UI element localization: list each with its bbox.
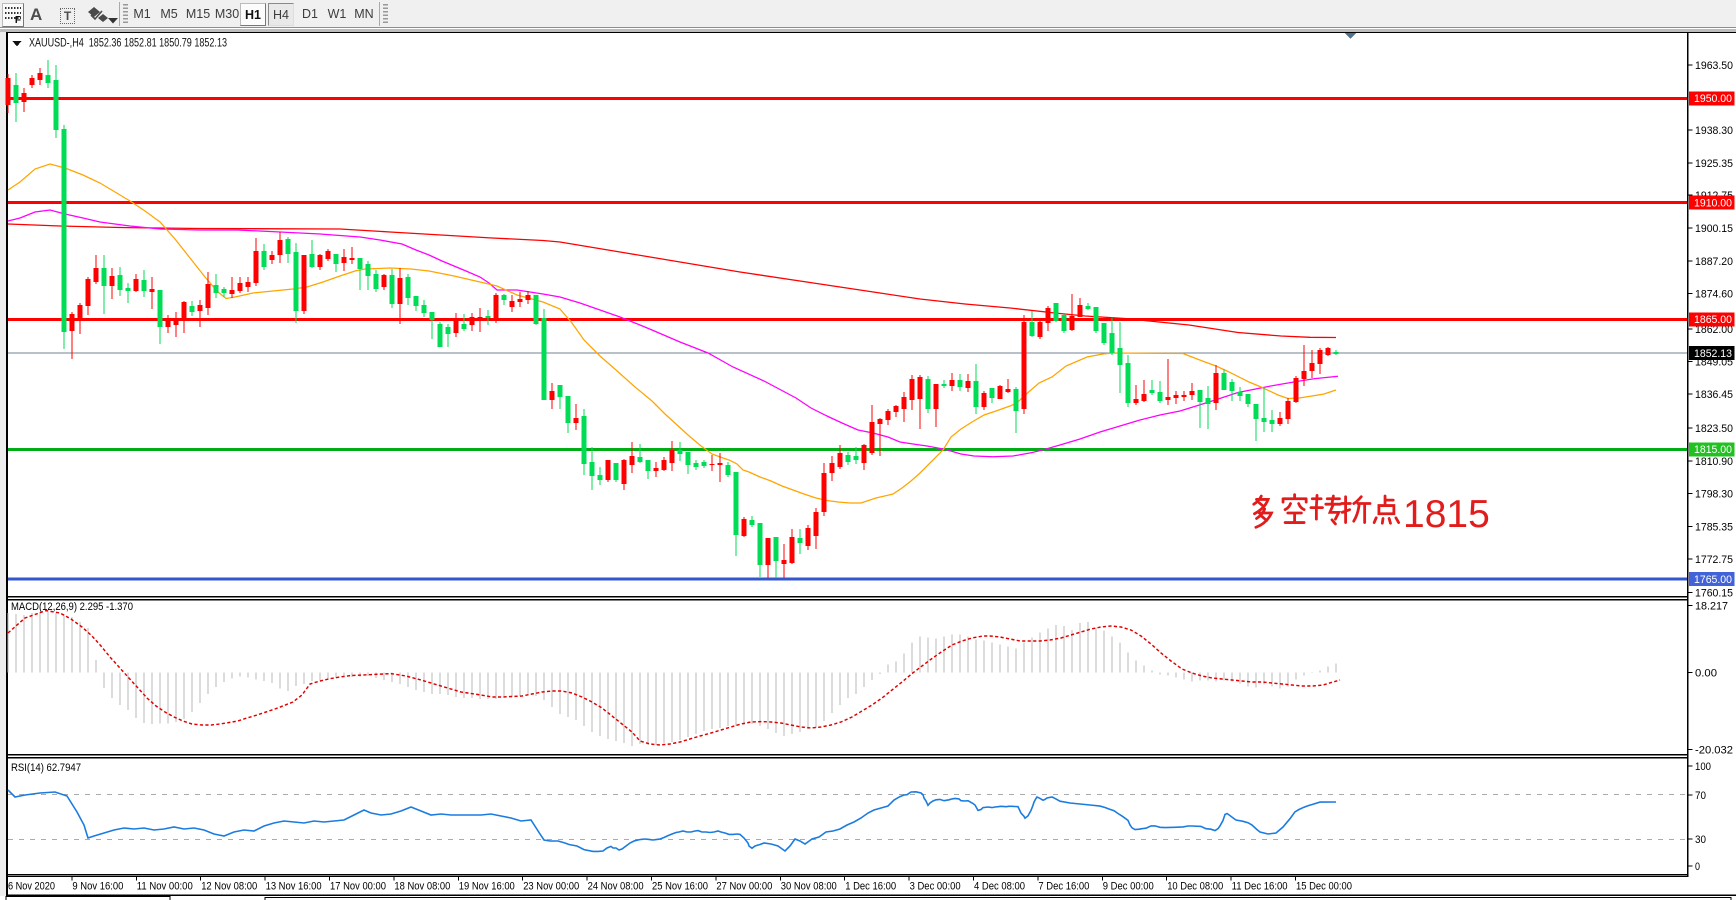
svg-text:1862.00: 1862.00: [1695, 324, 1733, 336]
svg-text:9 Nov 16:00: 9 Nov 16:00: [72, 881, 123, 893]
svg-text:11 Nov 00:00: 11 Nov 00:00: [137, 881, 193, 893]
svg-text:1785.35: 1785.35: [1695, 521, 1733, 533]
svg-text:1760.15: 1760.15: [1695, 587, 1733, 599]
svg-text:25 Nov 16:00: 25 Nov 16:00: [652, 881, 708, 893]
svg-text:70: 70: [1695, 790, 1706, 802]
svg-text:1938.30: 1938.30: [1695, 125, 1733, 137]
svg-text:1 Dec 16:00: 1 Dec 16:00: [845, 881, 896, 893]
svg-text:1823.50: 1823.50: [1695, 423, 1733, 435]
svg-text:19 Nov 16:00: 19 Nov 16:00: [459, 881, 515, 893]
svg-text:1810.90: 1810.90: [1695, 456, 1733, 468]
svg-text:12 Nov 08:00: 12 Nov 08:00: [201, 881, 257, 893]
svg-text:1887.20: 1887.20: [1695, 256, 1733, 268]
svg-text:1798.30: 1798.30: [1695, 488, 1733, 500]
svg-text:9 Dec 00:00: 9 Dec 00:00: [1103, 881, 1154, 893]
svg-text:RSI(14) 62.7947: RSI(14) 62.7947: [11, 762, 81, 774]
svg-text:24 Nov 08:00: 24 Nov 08:00: [588, 881, 644, 893]
svg-text:1874.60: 1874.60: [1695, 288, 1733, 300]
svg-text:-20.032: -20.032: [1695, 744, 1733, 756]
svg-text:4 Dec 08:00: 4 Dec 08:00: [974, 881, 1025, 893]
svg-text:1772.75: 1772.75: [1695, 554, 1733, 566]
svg-text:10 Dec 08:00: 10 Dec 08:00: [1167, 881, 1223, 893]
svg-text:3 Dec 00:00: 3 Dec 00:00: [910, 881, 961, 893]
svg-text:15 Dec 00:00: 15 Dec 00:00: [1296, 881, 1352, 893]
svg-text:18.217: 18.217: [1695, 600, 1728, 612]
svg-text:27 Nov 00:00: 27 Nov 00:00: [716, 881, 772, 893]
svg-text:1836.45: 1836.45: [1695, 389, 1733, 401]
svg-text:1963.50: 1963.50: [1695, 60, 1733, 72]
svg-text:XAUUSD-,H4 1852.36 1852.81 18: XAUUSD-,H4 1852.36 1852.81 1850.79 1852.…: [29, 38, 227, 50]
svg-text:1815.00: 1815.00: [1694, 444, 1732, 456]
svg-text:MACD(12,26,9) 2.295 -1.370: MACD(12,26,9) 2.295 -1.370: [11, 601, 133, 613]
svg-text:7 Dec 16:00: 7 Dec 16:00: [1038, 881, 1089, 893]
svg-text:17 Nov 00:00: 17 Nov 00:00: [330, 881, 386, 893]
svg-text:30 Nov 08:00: 30 Nov 08:00: [781, 881, 837, 893]
svg-text:1900.15: 1900.15: [1695, 223, 1733, 235]
svg-text:1815: 1815: [1403, 493, 1490, 536]
svg-text:1852.13: 1852.13: [1694, 348, 1732, 360]
svg-text:1865.00: 1865.00: [1694, 314, 1732, 326]
svg-text:1765.00: 1765.00: [1694, 574, 1732, 586]
svg-text:0.00: 0.00: [1695, 668, 1717, 680]
svg-text:30: 30: [1695, 834, 1706, 846]
svg-text:1910.00: 1910.00: [1694, 198, 1732, 210]
svg-text:1925.35: 1925.35: [1695, 158, 1733, 170]
svg-text:1950.00: 1950.00: [1694, 93, 1732, 105]
svg-text:0: 0: [1695, 861, 1700, 873]
svg-text:18 Nov 08:00: 18 Nov 08:00: [394, 881, 450, 893]
svg-text:11 Dec 16:00: 11 Dec 16:00: [1232, 881, 1288, 893]
svg-text:6 Nov 2020: 6 Nov 2020: [8, 881, 55, 893]
svg-text:100: 100: [1695, 761, 1711, 773]
svg-text:13 Nov 16:00: 13 Nov 16:00: [266, 881, 322, 893]
svg-text:23 Nov 00:00: 23 Nov 00:00: [523, 881, 579, 893]
